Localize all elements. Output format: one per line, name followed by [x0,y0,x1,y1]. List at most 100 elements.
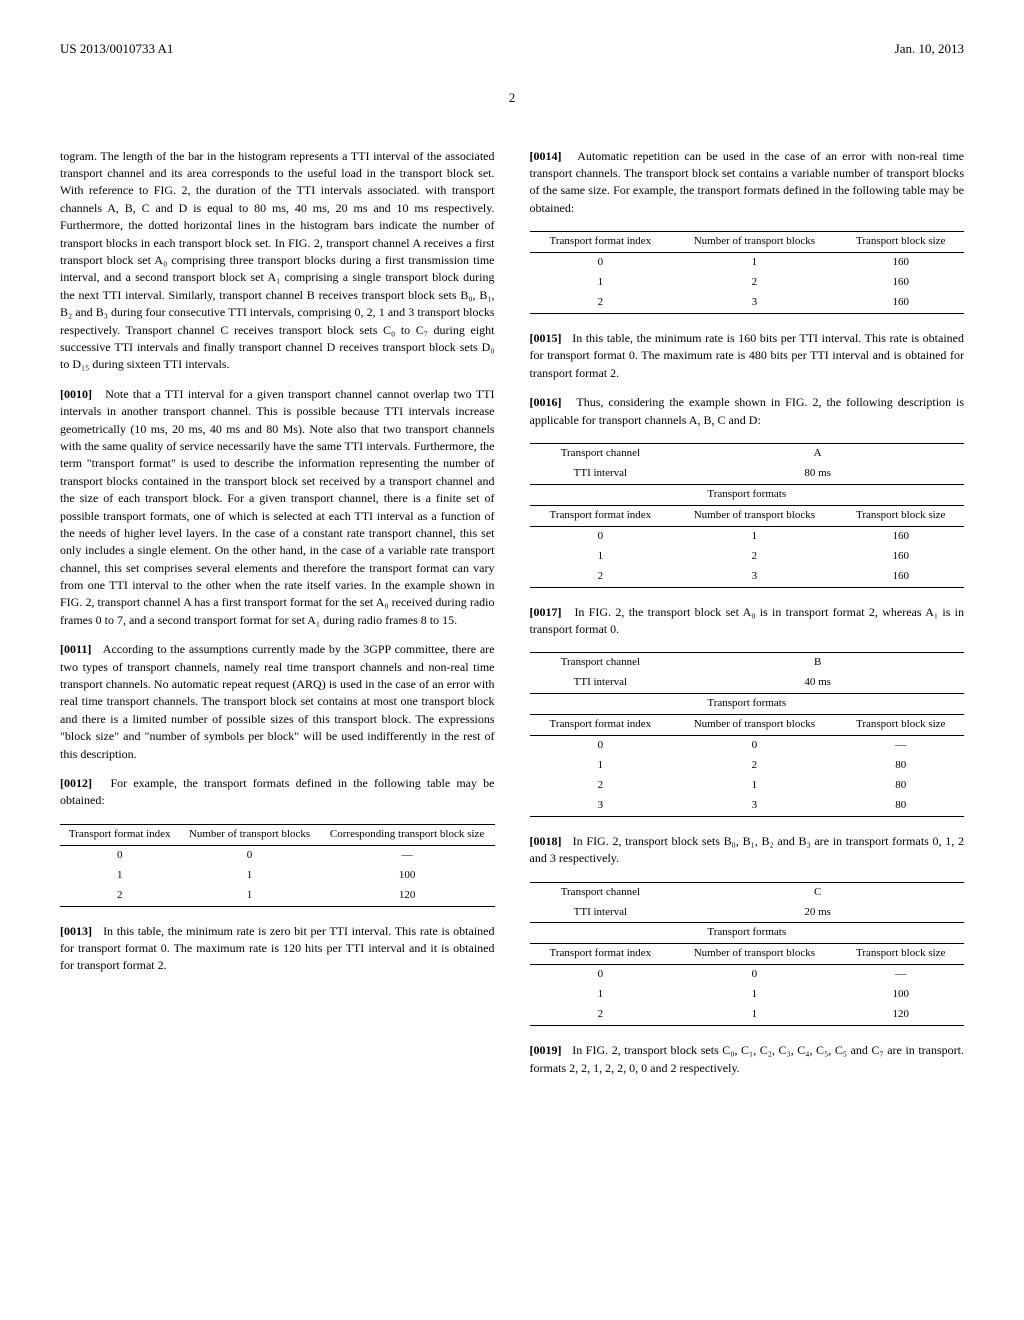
td: 160 [837,293,964,313]
para-num: [0017] [530,605,562,619]
th: Transport block size [837,505,964,526]
td: 1 [60,866,179,886]
td: 0 [671,736,837,756]
label: TTI interval [530,903,672,923]
th: Transport format index [530,232,672,253]
para-text: In FIG. 2, the transport block set A₀ is… [530,605,965,636]
value: B [671,653,964,673]
para-text: In FIG. 2, transport block sets B₀, B₁, … [530,834,965,865]
th: Transport format index [530,715,672,736]
doc-number: US 2013/0010733 A1 [60,40,173,59]
td: 0 [530,736,672,756]
para-0016: [0016] Thus, considering the example sho… [530,394,965,429]
td: — [837,965,964,985]
para-text: In this table, the minimum rate is 160 b… [530,331,965,380]
para-num: [0010] [60,387,92,401]
td: 160 [837,273,964,293]
left-column: togram. The length of the bar in the his… [60,148,495,1089]
para-text: Note that a TTI interval for a given tra… [60,387,495,627]
td: — [320,845,495,865]
para-text: In FIG. 2, transport block sets C₀, C₁, … [530,1043,965,1074]
td: 0 [179,845,319,865]
td: 1 [671,985,837,1005]
para-num: [0018] [530,834,562,848]
page-header: US 2013/0010733 A1 Jan. 10, 2013 [60,40,964,59]
td: 2 [530,567,672,587]
para-0013: [0013] In this table, the minimum rate i… [60,923,495,975]
label: TTI interval [530,464,672,484]
para-num: [0012] [60,776,92,790]
para-0014: [0014] Automatic repetition can be used … [530,148,965,218]
para-num: [0013] [60,924,92,938]
para-text: Automatic repetition can be used in the … [530,149,965,215]
value: 20 ms [671,903,964,923]
td: 80 [837,756,964,776]
th: Number of transport blocks [671,944,837,965]
para-num: [0015] [530,331,562,345]
td: 80 [837,796,964,816]
td: 1 [530,273,672,293]
td: 100 [320,866,495,886]
para-text: For example, the transport formats defin… [60,776,495,807]
para-0015: [0015] In this table, the minimum rate i… [530,330,965,382]
td: 1 [671,1005,837,1025]
td: 2 [671,273,837,293]
th: Transport format index [530,505,672,526]
table-channel-b: Transport channelB TTI interval40 ms Tra… [530,652,965,817]
th: Number of transport blocks [671,232,837,253]
td: 3 [671,567,837,587]
td: 1 [530,985,672,1005]
td: 2 [530,776,672,796]
table-channel-c: Transport channelC TTI interval20 ms Tra… [530,882,965,1027]
td: 0 [530,253,672,273]
td: 1 [530,547,672,567]
th: Number of transport blocks [179,824,319,845]
td: 100 [837,985,964,1005]
td: 0 [530,526,672,546]
right-column: [0014] Automatic repetition can be used … [530,148,965,1089]
table-1: Transport format index Number of transpo… [60,824,495,907]
td: 0 [671,965,837,985]
td: 2 [530,293,672,313]
td: 160 [837,526,964,546]
td: 0 [60,845,179,865]
th: Transport format index [60,824,179,845]
td: 160 [837,253,964,273]
td: 3 [530,796,672,816]
td: 1 [179,866,319,886]
td: 1 [671,526,837,546]
td: 1 [671,253,837,273]
page-number: 2 [60,89,964,108]
para-0019: [0019] In FIG. 2, transport block sets C… [530,1042,965,1077]
para-0012: [0012] For example, the transport format… [60,775,495,810]
para-0010: [0010] Note that a TTI interval for a gi… [60,386,495,629]
label: Transport channel [530,882,672,902]
th: Transport format index [530,944,672,965]
th: Transport block size [837,944,964,965]
th: Corresponding transport block size [320,824,495,845]
td: 120 [837,1005,964,1025]
td: 2 [671,547,837,567]
value: A [671,443,964,463]
para-text: In this table, the minimum rate is zero … [60,924,495,973]
th: Number of transport blocks [671,715,837,736]
td: 120 [320,886,495,906]
subtitle: Transport formats [530,484,965,505]
td: 2 [671,756,837,776]
td: 2 [530,1005,672,1025]
value: 80 ms [671,464,964,484]
para-text: According to the assumptions currently m… [60,642,495,760]
td: 3 [671,796,837,816]
value: C [671,882,964,902]
para-num: [0011] [60,642,91,656]
td: 160 [837,567,964,587]
td: 80 [837,776,964,796]
subtitle: Transport formats [530,923,965,944]
th: Transport block size [837,715,964,736]
para-num: [0016] [530,395,562,409]
td: 0 [530,965,672,985]
label: Transport channel [530,443,672,463]
doc-date: Jan. 10, 2013 [895,40,964,59]
td: — [837,736,964,756]
label: Transport channel [530,653,672,673]
